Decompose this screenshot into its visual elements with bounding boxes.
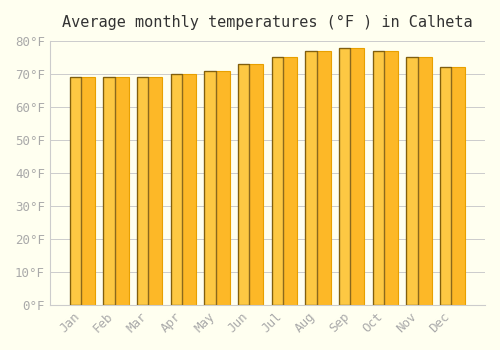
FancyBboxPatch shape: [170, 74, 182, 305]
FancyBboxPatch shape: [70, 77, 81, 305]
FancyBboxPatch shape: [406, 57, 418, 305]
Bar: [440, 67, 465, 305]
FancyBboxPatch shape: [372, 51, 384, 305]
FancyBboxPatch shape: [137, 77, 148, 305]
FancyBboxPatch shape: [238, 64, 250, 305]
Title: Average monthly temperatures (°F ) in Calheta: Average monthly temperatures (°F ) in Ca…: [62, 15, 472, 30]
Bar: [339, 48, 364, 305]
Bar: [306, 51, 330, 305]
Bar: [170, 74, 196, 305]
Bar: [372, 51, 398, 305]
FancyBboxPatch shape: [272, 57, 283, 305]
FancyBboxPatch shape: [339, 48, 350, 305]
FancyBboxPatch shape: [440, 67, 452, 305]
Bar: [104, 77, 128, 305]
Bar: [204, 71, 230, 305]
Bar: [70, 77, 95, 305]
Bar: [406, 57, 432, 305]
Bar: [238, 64, 263, 305]
FancyBboxPatch shape: [306, 51, 316, 305]
Bar: [272, 57, 297, 305]
FancyBboxPatch shape: [204, 71, 216, 305]
Bar: [137, 77, 162, 305]
FancyBboxPatch shape: [104, 77, 115, 305]
